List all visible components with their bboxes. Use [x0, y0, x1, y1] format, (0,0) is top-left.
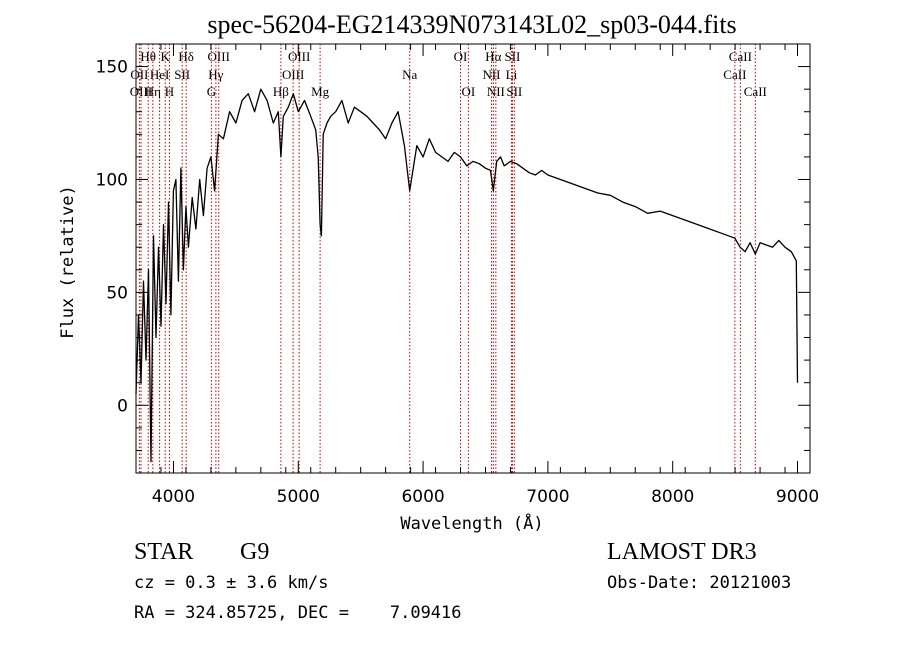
coordinates: RA = 324.85725, DEC = 7.09416	[134, 603, 462, 623]
x-tick-label: 6000	[401, 487, 444, 507]
line-label: SII	[506, 84, 522, 99]
y-axis-label: Flux (relative)	[58, 185, 78, 339]
line-label: Hδ	[178, 49, 194, 64]
y-tick-label: 100	[96, 170, 128, 190]
line-label: OIII	[282, 67, 304, 82]
line-label: OIII	[288, 49, 310, 64]
line-label: NII	[482, 67, 500, 82]
y-axis: 0 50 100 150	[96, 58, 810, 451]
line-label: H	[165, 84, 174, 99]
line-label: SII	[504, 49, 520, 64]
line-label: OIII	[208, 49, 230, 64]
line-label: G	[207, 84, 216, 99]
plot-frame	[135, 43, 811, 474]
x-tick-label: 8000	[651, 487, 694, 507]
x-tick-label: 4000	[152, 487, 195, 507]
x-tick-label: 5000	[277, 487, 320, 507]
line-label: NII	[487, 84, 505, 99]
line-label: OIII	[130, 84, 152, 99]
line-label: Hγ	[208, 67, 223, 82]
spectrum-series	[135, 88, 799, 463]
line-label: CaII	[723, 67, 746, 82]
line-markers	[138, 44, 756, 473]
line-label: HeI	[150, 67, 170, 82]
line-label: CaII	[744, 84, 767, 99]
line-labels: Hθ OII OIII K HeI Hη H Hδ SII OIII Hγ G OIII OIII Hβ Mg…	[130, 49, 767, 99]
x-axis-label: Wavelength (Å)	[400, 512, 543, 534]
x-tick-label: 7000	[526, 487, 569, 507]
line-label: OI	[454, 49, 468, 64]
survey-name: LAMOST DR3	[607, 539, 757, 565]
obs-date: Obs-Date: 20121003	[607, 573, 792, 593]
line-label: Mg	[311, 84, 330, 99]
line-label: Hα	[485, 49, 501, 64]
y-tick-label: 50	[106, 283, 128, 303]
object-subclass: G9	[240, 539, 270, 565]
x-axis: 4000 5000 6000 7000 8000 9000	[135, 44, 819, 507]
line-label: SII	[174, 67, 190, 82]
object-class: STAR	[134, 539, 194, 565]
line-label: Hθ	[140, 49, 156, 64]
chart-title: spec-56204-EG214339N073143L02_sp03-044.f…	[207, 10, 736, 39]
spectrum-chart: spec-56204-EG214339N073143L02_sp03-044.f…	[58, 10, 819, 534]
line-label: Na	[402, 67, 417, 82]
line-label: Hη	[145, 84, 161, 99]
line-label: Hβ	[273, 84, 289, 99]
x-tick-label: 9000	[776, 487, 819, 507]
y-tick-label: 0	[117, 396, 128, 416]
line-label: OII	[130, 67, 148, 82]
line-label: K	[161, 49, 171, 64]
redshift-cz: cz = 0.3 ± 3.6 km/s	[134, 573, 329, 593]
y-tick-label: 150	[96, 58, 128, 78]
line-label: CaII	[729, 49, 752, 64]
line-label: OI	[462, 84, 476, 99]
line-label: Li	[506, 67, 518, 82]
